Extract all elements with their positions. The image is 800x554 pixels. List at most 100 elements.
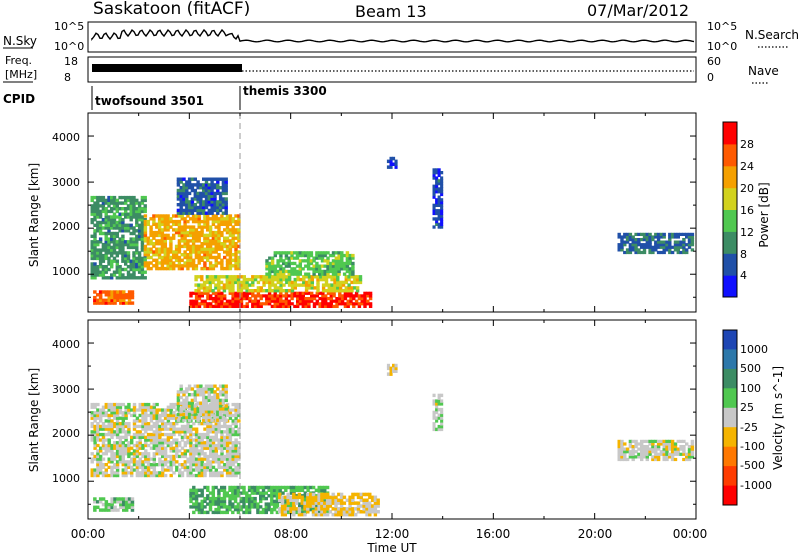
power-cell [326, 259, 330, 263]
velocity-colorbar-swatch [723, 466, 737, 486]
power-cell [169, 217, 173, 221]
power-cell [440, 220, 444, 224]
power-cell [642, 248, 647, 252]
power-cell [307, 297, 311, 301]
power-cell [307, 277, 312, 282]
power-cell [324, 304, 328, 308]
power-cell [213, 177, 217, 181]
velocity-cell [175, 422, 179, 426]
velocity-cell [270, 496, 274, 501]
power-cell [155, 264, 159, 268]
velocity-cell [233, 485, 238, 490]
velocity-cell [144, 452, 148, 456]
power-cell [214, 304, 218, 308]
velocity-cell [113, 424, 117, 429]
power-cell [220, 261, 224, 265]
power-cell [146, 222, 150, 226]
power-cell [126, 259, 131, 263]
velocity-cell [132, 457, 137, 461]
power-cell [231, 299, 235, 303]
velocity-cell [132, 413, 137, 418]
power-cell [321, 289, 326, 293]
velocity-cell [264, 507, 268, 512]
power-cell [211, 291, 216, 295]
velocity-cell [670, 455, 675, 459]
velocity-cell [211, 502, 215, 506]
velocity-cell [228, 408, 233, 412]
power-cell [197, 244, 201, 249]
velocity-cell [115, 454, 120, 459]
power-cell [318, 304, 322, 308]
velocity-cell [231, 454, 235, 459]
power-cell [221, 180, 226, 184]
velocity-cell [189, 430, 193, 434]
velocity-cell [317, 501, 321, 505]
power-cell [190, 186, 195, 190]
velocity-cell [231, 432, 235, 437]
velocity-cell [284, 499, 288, 504]
power-cell [208, 266, 213, 271]
velocity-cell [275, 491, 280, 495]
velocity-cell [135, 473, 140, 478]
velocity-cell [149, 432, 154, 437]
velocity-cell [228, 457, 233, 461]
velocity-cell [163, 413, 168, 418]
power-cell [177, 255, 182, 260]
power-cell [116, 293, 120, 297]
power-cell [435, 179, 439, 183]
power-cell [209, 294, 213, 298]
power-cell [432, 225, 436, 229]
velocity-cell [116, 497, 120, 501]
power-cell [662, 232, 666, 236]
velocity-cell [180, 424, 185, 429]
power-cell [662, 250, 666, 255]
velocity-cell [130, 471, 134, 475]
power-cell [202, 289, 207, 293]
power-cell [190, 208, 195, 213]
power-cell [186, 242, 190, 246]
power-cell [177, 258, 182, 262]
velocity-cell [121, 411, 125, 415]
velocity-cell [155, 427, 159, 431]
power-cell [221, 203, 226, 207]
power-cell [336, 289, 340, 293]
power-cbar-tick-4: 4 [740, 269, 747, 282]
velocity-cell [625, 457, 630, 462]
power-cell [273, 275, 278, 279]
velocity-cell [631, 452, 635, 456]
velocity-cell [127, 452, 131, 456]
power-cell [231, 277, 235, 282]
power-cell [210, 203, 214, 207]
velocity-cell [90, 416, 94, 420]
velocity-cell [183, 430, 187, 434]
power-cell [220, 294, 224, 298]
velocity-cell [107, 502, 111, 507]
power-cell [334, 261, 338, 266]
velocity-cell [437, 416, 441, 420]
velocity-cell [207, 410, 211, 414]
power-cell [628, 235, 633, 239]
power-cell [329, 291, 333, 295]
velocity-cell [200, 463, 204, 467]
power-cell [115, 254, 119, 258]
power-cell [208, 230, 213, 235]
velocity-cell [169, 443, 173, 448]
vel-cbar-tick-100: 100 [740, 382, 761, 395]
velocity-cell [225, 460, 230, 464]
velocity-cell [250, 499, 254, 504]
power-cell [355, 275, 360, 279]
power-cell [137, 234, 142, 238]
velocity-cell [161, 408, 165, 412]
velocity-cell [651, 450, 655, 454]
power-cell [187, 183, 192, 187]
velocity-cell [234, 402, 238, 407]
power-cell [347, 283, 351, 287]
power-cell [129, 237, 133, 241]
velocity-cell [127, 465, 131, 469]
power-cell [276, 277, 280, 282]
power-cell [293, 269, 297, 274]
power-cell [93, 218, 97, 222]
power-cell [143, 270, 147, 274]
power-cell [124, 295, 129, 300]
velocity-cell [218, 418, 223, 422]
